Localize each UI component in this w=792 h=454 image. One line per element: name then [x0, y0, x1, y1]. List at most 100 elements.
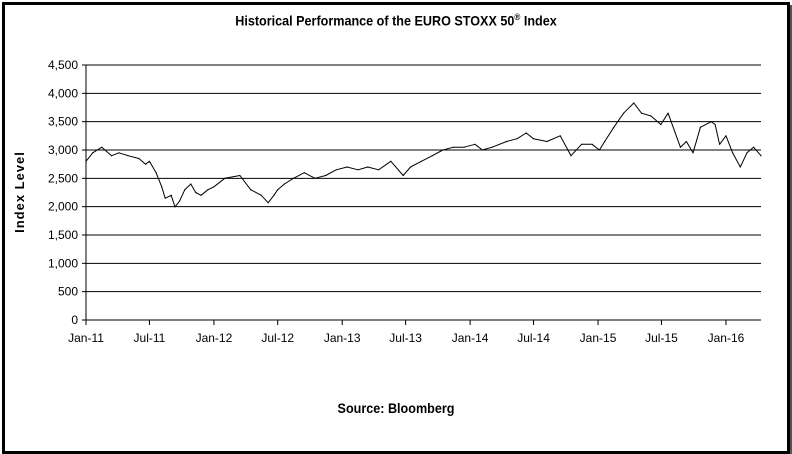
data-point: [127, 155, 129, 157]
x-tick-label: Jan-15: [580, 331, 617, 345]
data-point: [346, 166, 348, 168]
data-point: [481, 149, 483, 151]
data-point: [739, 166, 741, 168]
data-point: [164, 197, 166, 199]
data-point: [273, 194, 275, 196]
data-point: [692, 152, 694, 154]
data-point: [314, 177, 316, 179]
y-tick-label: 3,000: [48, 143, 78, 157]
y-tick-label: 500: [58, 285, 78, 299]
data-point: [200, 194, 202, 196]
data-point: [710, 121, 712, 123]
x-tick-label: Jan-14: [452, 331, 489, 345]
data-point: [367, 166, 369, 168]
x-tick-label: Jul-15: [645, 331, 678, 345]
data-point: [546, 140, 548, 143]
y-tick-label: 4,500: [48, 58, 78, 72]
data-point: [532, 138, 535, 140]
data-point: [303, 172, 305, 174]
data-point: [184, 189, 186, 191]
data-point: [431, 155, 433, 157]
data-point: [378, 169, 380, 171]
y-tick-label: 4,000: [48, 86, 78, 100]
data-point: [719, 143, 721, 145]
data-point: [506, 140, 508, 143]
data-point: [174, 206, 176, 208]
data-point: [195, 191, 197, 194]
data-point: [277, 189, 279, 191]
data-point: [420, 160, 422, 162]
gridlines: [86, 64, 761, 293]
axes: [82, 64, 761, 325]
chart-title-main: Historical Performance of the EURO STOXX…: [235, 12, 515, 29]
data-point: [660, 123, 662, 126]
data-point: [85, 160, 87, 162]
data-point: [292, 177, 295, 179]
chart-title-suffix: Index: [520, 12, 557, 29]
data-point: [732, 152, 734, 154]
chart-title-registered-mark: ®: [514, 12, 521, 22]
data-point: [640, 112, 643, 114]
data-point: [453, 146, 455, 148]
data-point: [325, 174, 327, 177]
data-point: [699, 126, 702, 128]
y-tick-label: 3,500: [48, 115, 78, 129]
data-point: [623, 112, 625, 114]
data-point: [179, 200, 181, 202]
data-point: [170, 194, 172, 196]
x-tick-labels: Jan-11 Jul-11 Jan-12 Jul-12 Jan-13 Jul-13 Jan-…: [68, 331, 745, 345]
data-point: [570, 155, 572, 157]
data-point: [591, 143, 593, 145]
data-point: [390, 160, 392, 162]
data-point: [685, 140, 688, 143]
x-tick-label: Jul-14: [517, 331, 550, 345]
data-point: [516, 138, 518, 140]
data-point: [335, 169, 337, 171]
data-point: [260, 194, 262, 196]
data-point: [760, 155, 762, 157]
data-point: [402, 174, 404, 177]
x-tick-label: Jan-11: [68, 331, 104, 345]
x-tick-label: Jan-16: [708, 331, 745, 345]
data-point: [118, 152, 120, 154]
data-point: [148, 160, 150, 162]
data-point: [92, 152, 94, 154]
data-point: [525, 132, 527, 134]
data-point: [650, 115, 652, 117]
data-point: [667, 112, 669, 114]
data-point: [604, 140, 606, 143]
data-point: [213, 186, 215, 188]
data-point: [442, 149, 444, 151]
data-point: [613, 126, 615, 128]
x-tick-label: Jan-13: [324, 331, 361, 345]
data-point: [145, 163, 147, 165]
data-point: [190, 183, 192, 185]
data-point: [409, 166, 412, 168]
data-point: [224, 177, 226, 179]
data-point: [161, 186, 163, 188]
y-tick-label: 2,000: [48, 200, 78, 214]
y-axis-label: Index Level: [12, 151, 27, 233]
data-point: [138, 157, 140, 160]
data-point: [746, 152, 748, 154]
data-point: [491, 146, 493, 148]
x-tick-label: Jan-12: [196, 331, 233, 345]
data-point: [207, 189, 209, 191]
data-point: [725, 135, 727, 137]
chart-source: Source: Bloomberg: [337, 400, 455, 416]
data-point: [714, 123, 716, 126]
x-tick-label: Jul-11: [134, 331, 166, 345]
data-point: [239, 174, 241, 177]
data-point: [111, 155, 113, 157]
data-point: [581, 143, 583, 145]
series-line-index-level: [85, 102, 762, 208]
data-point: [598, 149, 601, 151]
data-point: [559, 135, 561, 137]
y-tick-label: 0: [71, 313, 78, 327]
data-point: [474, 143, 476, 145]
data-point: [283, 183, 285, 185]
data-point: [753, 146, 755, 148]
x-tick-label: Jul-13: [389, 331, 422, 345]
